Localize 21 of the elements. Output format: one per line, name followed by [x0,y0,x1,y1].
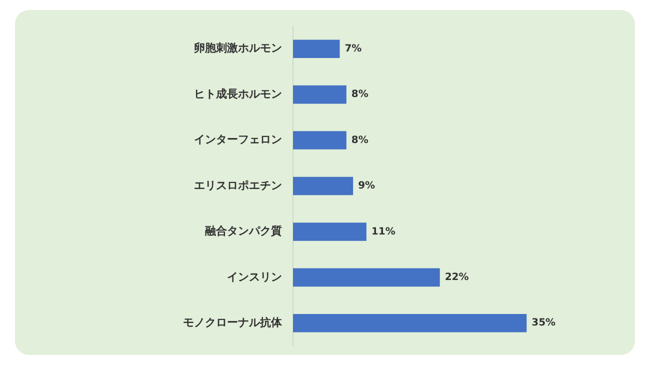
y-tick-label: エリスロポエチン [194,178,282,192]
y-tick-label: ヒト成長ホルモン [194,87,282,100]
y-tick-label: 融合タンパク質 [205,224,282,238]
y-tick-label: インターフェロン [194,133,282,146]
bar [293,131,346,150]
bar [293,222,366,241]
bar [293,268,440,287]
bar [293,176,354,196]
data-label: 22% [444,272,469,284]
data-label: 8% [351,89,368,100]
bar [293,314,527,332]
data-label: 35% [532,318,556,329]
y-tick-label: インスリン [227,270,282,284]
data-label: 9% [358,180,376,192]
data-label: 7% [344,43,362,54]
bar [293,40,340,58]
data-label: 11% [371,226,396,238]
data-label: 8% [351,134,368,146]
y-tick-label: 卵胞刺激ホルモン [193,42,282,55]
y-tick-label: モノクローナル抗体 [183,316,283,329]
bar [293,85,346,104]
